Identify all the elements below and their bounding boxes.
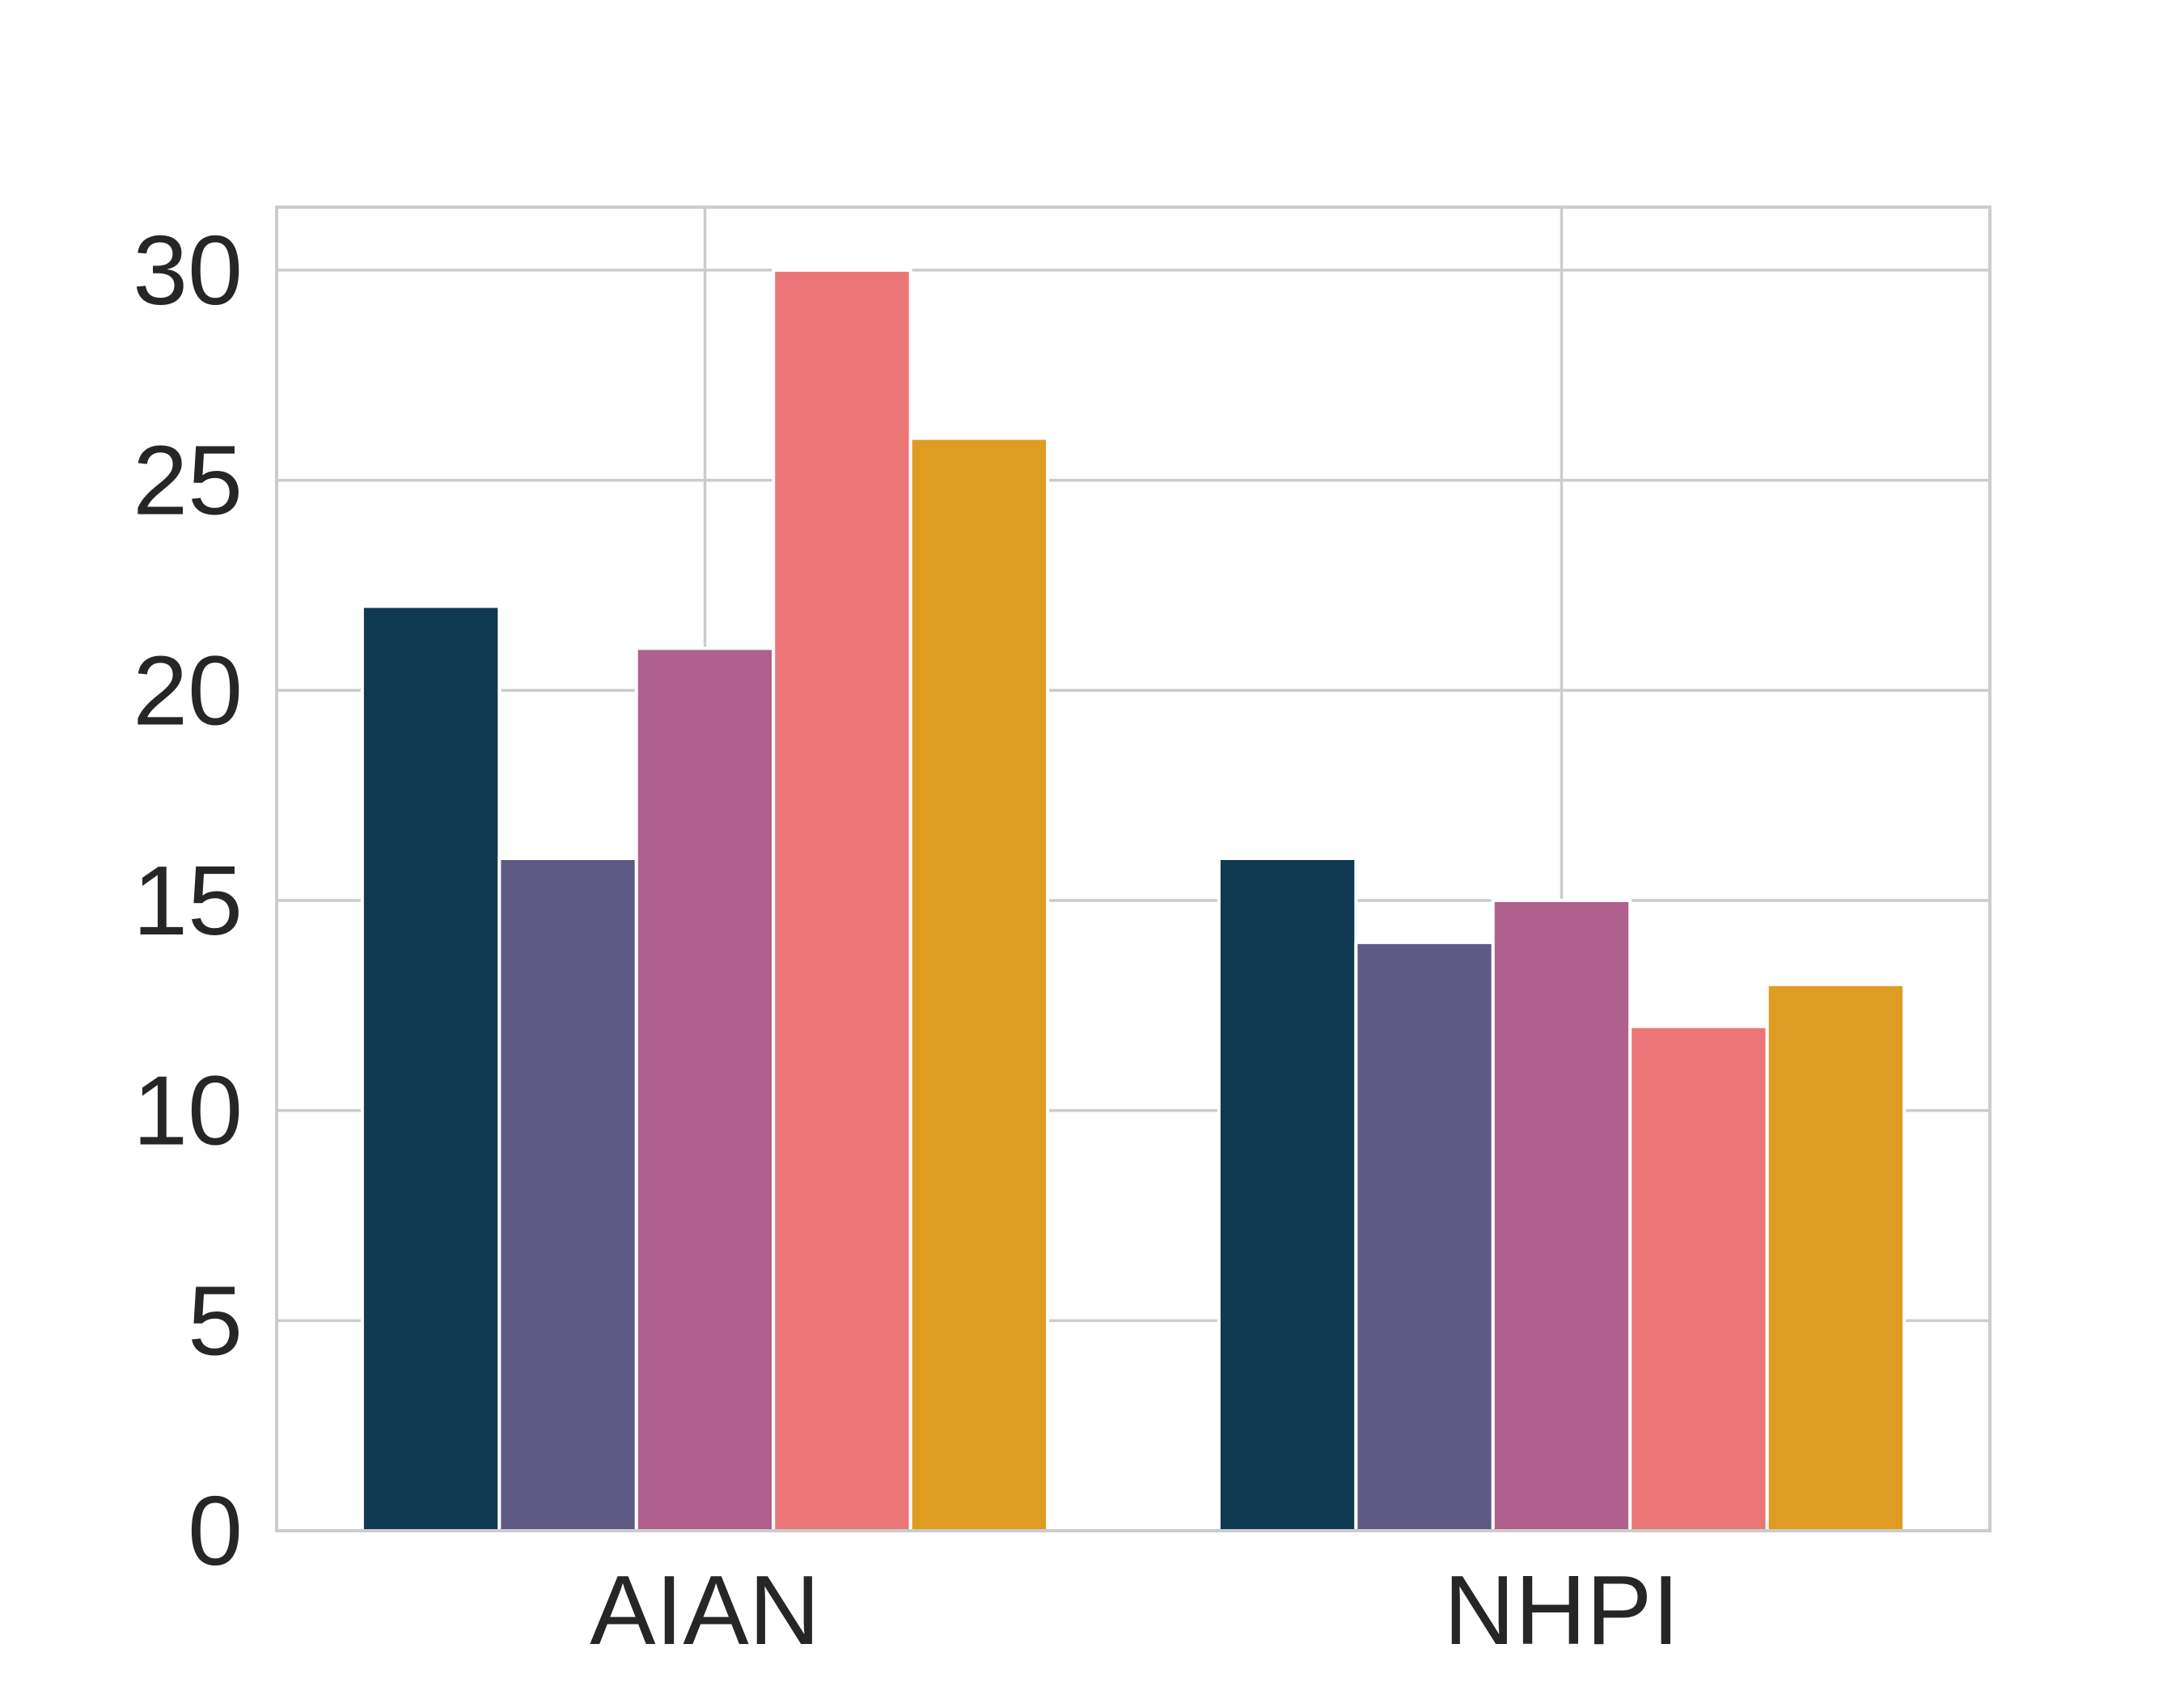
bar-aian-series-4 [772, 268, 912, 1532]
bar-nhpi-series-3 [1491, 898, 1632, 1532]
y-tick-label: 25 [133, 426, 243, 536]
y-tick-label: 0 [188, 1476, 243, 1586]
bar-aian-series-1 [360, 604, 502, 1532]
bar-nhpi-series-1 [1217, 857, 1358, 1532]
y-tick-label: 30 [133, 215, 243, 325]
bar-nhpi-series-2 [1354, 940, 1495, 1532]
y-tick-labels: 0 5 10 15 20 25 30 [133, 215, 243, 1586]
y-tick-label: 15 [133, 845, 243, 955]
bar-aian-series-3 [634, 646, 776, 1532]
bar-nhpi-series-4 [1628, 1024, 1769, 1533]
x-tick-label: NHPI [1444, 1555, 1679, 1665]
bar-aian-series-5 [908, 436, 1050, 1533]
plot-frame [275, 205, 1991, 1532]
y-tick-label: 10 [133, 1056, 243, 1166]
x-tick-labels: AIAN NHPI [590, 1555, 1679, 1665]
bars [360, 268, 1907, 1533]
x-tick-label: AIAN [590, 1555, 820, 1665]
y-tick-label: 20 [133, 635, 243, 745]
bar-aian-series-2 [497, 857, 638, 1532]
y-tick-label: 5 [188, 1265, 243, 1375]
bar-nhpi-series-5 [1765, 982, 1907, 1533]
